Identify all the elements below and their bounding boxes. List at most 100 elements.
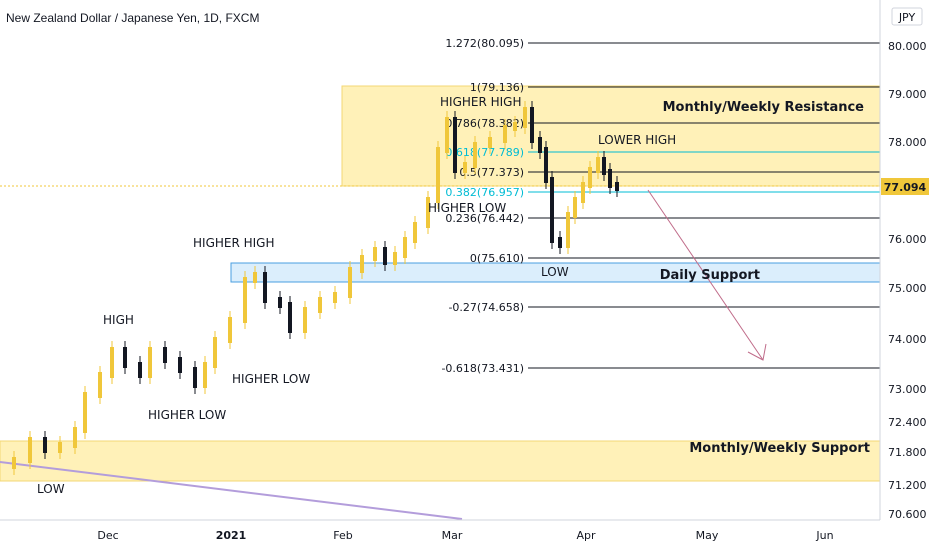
candle (333, 292, 337, 303)
y-tick: 72.400 (888, 416, 927, 429)
zone-label-support: Monthly/Weekly Support (689, 441, 870, 456)
candles (12, 101, 619, 475)
candle (426, 197, 430, 228)
candle (228, 317, 232, 343)
candle (193, 367, 197, 388)
time-axis[interactable] (0, 520, 880, 550)
candle (403, 237, 407, 258)
currency-label: JPY (898, 11, 916, 24)
y-tick: 71.800 (888, 446, 927, 459)
candle (178, 357, 182, 373)
candle (373, 247, 377, 261)
candle (43, 437, 47, 453)
candle (278, 297, 282, 308)
candle (303, 307, 307, 333)
y-tick: 79.000 (888, 88, 927, 101)
annotation-higher-high: HIGHER HIGH (193, 236, 275, 250)
candle (383, 247, 387, 265)
fib-label: 0.786(78.382) (445, 117, 524, 130)
candle (110, 347, 114, 378)
candle (463, 162, 467, 173)
zone-monthly-weekly-support (0, 440, 881, 482)
candle (573, 197, 577, 218)
y-tick: 76.000 (888, 233, 927, 246)
fib-label: 0.5(77.373) (459, 166, 524, 179)
candle (453, 117, 457, 173)
candle (503, 125, 507, 143)
candle (523, 107, 527, 128)
annotation-higher-low: HIGHER LOW (232, 372, 310, 386)
current-price-label: 77.094 (884, 181, 927, 194)
annotation-low: LOW (37, 482, 65, 496)
fib-label: 1.272(80.095) (445, 37, 524, 50)
y-tick: 75.000 (888, 282, 927, 295)
candle (530, 107, 534, 143)
x-tick: Apr (576, 529, 596, 542)
fib-label: 1(79.136) (470, 81, 524, 94)
fib-label: 0(75.610) (470, 252, 524, 265)
x-tick: Jun (815, 529, 833, 542)
annotation-lower-high: LOWER HIGH (598, 133, 676, 147)
candle (203, 362, 207, 388)
candle (28, 437, 32, 463)
fib-label: 0.382(76.957) (445, 186, 524, 199)
corner-box (880, 520, 932, 550)
y-tick: 73.000 (888, 383, 927, 396)
candle (58, 442, 62, 453)
chart-title: New Zealand Dollar / Japanese Yen, 1D, F… (6, 11, 259, 25)
candle (513, 122, 517, 131)
candle (413, 222, 417, 243)
fib-label: 0.236(76.442) (445, 212, 524, 225)
fib-label: -0.618(73.431) (441, 362, 524, 375)
annotation-higher-high: HIGHER HIGH (440, 95, 522, 109)
x-tick: Dec (97, 529, 118, 542)
candle (445, 117, 449, 153)
candle (436, 147, 440, 203)
candle (288, 302, 292, 333)
x-tick: Mar (442, 529, 463, 542)
y-tick: 70.600 (888, 508, 927, 521)
candle (138, 362, 142, 378)
candle (608, 169, 612, 188)
annotation-higher-low: HIGHER LOW (428, 201, 506, 215)
x-tick: 2021 (216, 529, 247, 542)
y-tick: 74.000 (888, 333, 927, 346)
candle (348, 267, 352, 298)
candle (73, 427, 77, 448)
x-tick: Feb (333, 529, 352, 542)
candle (360, 255, 364, 273)
candle (123, 347, 127, 368)
projection-arrow-head (747, 343, 767, 361)
annotation-higher-low: HIGHER LOW (148, 408, 226, 422)
candle (148, 347, 152, 378)
candle (588, 167, 592, 188)
trend-line (0, 461, 463, 520)
zone-label-resistance: Monthly/Weekly Resistance (663, 100, 865, 115)
zone-label-daily-support: Daily Support (660, 268, 760, 283)
candle (473, 142, 477, 168)
price-axis[interactable] (880, 0, 932, 520)
current-price-tag (881, 178, 929, 195)
annotation-high: HIGH (103, 313, 134, 327)
candle (318, 297, 322, 313)
candle (596, 157, 600, 173)
candle (393, 252, 397, 265)
candle (581, 182, 585, 203)
candle (98, 372, 102, 398)
y-tick: 78.000 (888, 136, 927, 149)
candle (12, 457, 16, 469)
candle (550, 177, 554, 243)
fib-label: 0.618(77.789) (445, 146, 524, 159)
candle (263, 272, 267, 303)
candle (566, 212, 570, 248)
x-tick: May (696, 529, 719, 542)
annotation-low: LOW (541, 265, 569, 279)
projection-arrow (647, 189, 764, 361)
candle (558, 237, 562, 248)
candle (602, 157, 606, 175)
currency-badge (891, 7, 923, 26)
candle (163, 347, 167, 363)
candle (83, 392, 87, 433)
